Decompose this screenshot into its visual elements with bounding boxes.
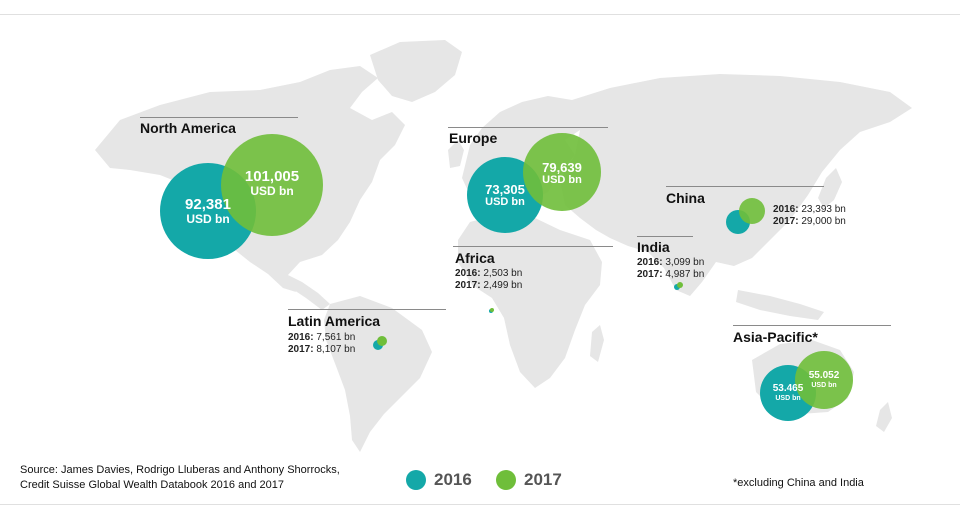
india-label-2016: 2016: [637, 257, 663, 268]
china-value-2017: 29,000 bn [801, 216, 846, 227]
value-north-america-2017: 101,005 [244, 168, 300, 185]
title-latin-america: Latin America [288, 313, 381, 329]
rule-india [637, 236, 693, 237]
footnote: *excluding China and India [733, 477, 864, 489]
unit-europe-2017: USD bn [542, 173, 582, 186]
title-india: India [637, 239, 670, 255]
latin-america-stats: 2016: 7,561 bn 2017: 8,107 bn [288, 332, 355, 356]
land-central-america [288, 275, 330, 310]
label-asia-pacific-2016: 53.465 USD bn [763, 383, 813, 402]
title-china: China [666, 190, 705, 206]
title-north-america: North America [140, 120, 236, 136]
rule-china [666, 186, 824, 187]
rule-europe [448, 127, 608, 128]
unit-asia-pacific-2017: USD bn [811, 381, 837, 389]
source-line-2: Credit Suisse Global Wealth Databook 201… [20, 479, 284, 491]
bubble-asia-pacific-2017 [795, 351, 853, 409]
latin-america-label-2017: 2017: [288, 344, 314, 355]
india-stats: 2016: 3,099 bn 2017: 4,987 bn [637, 257, 704, 281]
land-uk [448, 140, 464, 168]
legend-label-2016: 2016 [434, 470, 472, 489]
value-asia-pacific-2017: 55.052 [808, 370, 840, 381]
africa-label-2017: 2017: [455, 280, 481, 291]
top-rule [0, 14, 960, 15]
africa-value-2017: 2,499 bn [483, 280, 523, 291]
unit-north-america-2017: USD bn [250, 183, 294, 198]
china-value-2016: 23,393 bn [801, 204, 846, 215]
india-value-2016: 3,099 bn [665, 257, 705, 268]
china-label-2016: 2016: [773, 204, 799, 215]
unit-north-america-2016: USD bn [186, 211, 230, 226]
label-north-america-2016: 92,381 USD bn [168, 197, 248, 225]
bubble-north-america-2017 [221, 134, 323, 236]
legend-2016: 2016 [406, 470, 472, 490]
legend-label-2017: 2017 [524, 470, 562, 489]
africa-value-2016: 2,503 bn [483, 268, 523, 279]
source-note: Source: James Davies, Rodrigo Lluberas a… [20, 463, 340, 493]
land-indonesia [736, 290, 824, 320]
india-value-2017: 4,987 bn [665, 269, 705, 280]
value-europe-2016: 73,305 [485, 182, 525, 197]
value-north-america-2016: 92,381 [185, 196, 231, 213]
latin-america-value-2016: 7,561 bn [316, 332, 356, 343]
africa-label-2016: 2016: [455, 268, 481, 279]
bubble-europe-2017 [523, 133, 601, 211]
africa-stats: 2016: 2,503 bn 2017: 2,499 bn [455, 268, 522, 292]
legend-2017: 2017 [496, 470, 562, 490]
latin-america-label-2016: 2016: [288, 332, 314, 343]
bubble-africa-2017 [490, 308, 494, 312]
china-stats: 2016: 23,393 bn 2017: 29,000 bn [773, 204, 846, 228]
label-europe-2016: 73,305 USD bn [470, 183, 540, 208]
land-greenland [370, 40, 462, 102]
rule-africa [453, 246, 613, 247]
rule-asia-pacific [733, 325, 891, 326]
bubble-india-2017 [677, 282, 683, 288]
unit-asia-pacific-2016: USD bn [775, 394, 801, 402]
title-africa: Africa [455, 250, 495, 266]
title-asia-pacific: Asia-Pacific* [733, 329, 818, 345]
land-madagascar [590, 325, 604, 362]
unit-europe-2016: USD bn [485, 195, 525, 208]
rule-latin-america [288, 309, 446, 310]
land-new-zealand [876, 402, 892, 432]
india-label-2017: 2017: [637, 269, 663, 280]
label-asia-pacific-2017: 55.052 USD bn [799, 370, 849, 389]
label-north-america-2017: 101,005 USD bn [232, 169, 312, 197]
title-europe: Europe [449, 130, 498, 146]
bottom-rule [0, 504, 960, 505]
source-line-1: Source: James Davies, Rodrigo Lluberas a… [20, 464, 340, 476]
legend-dot-2016 [406, 470, 426, 490]
land-africa [458, 214, 602, 388]
land-asia [560, 74, 912, 296]
value-asia-pacific-2016: 53.465 [772, 383, 804, 394]
legend-dot-2017 [496, 470, 516, 490]
latin-america-value-2017: 8,107 bn [316, 344, 356, 355]
rule-north-america [140, 117, 298, 118]
china-label-2017: 2017: [773, 216, 799, 227]
bubble-latin-america-2017 [377, 336, 387, 346]
land-south-america [324, 296, 432, 452]
value-europe-2017: 79,639 [542, 160, 582, 175]
label-europe-2017: 79,639 USD bn [527, 161, 597, 186]
land-japan [818, 168, 842, 208]
bubble-china-2017 [739, 198, 765, 224]
